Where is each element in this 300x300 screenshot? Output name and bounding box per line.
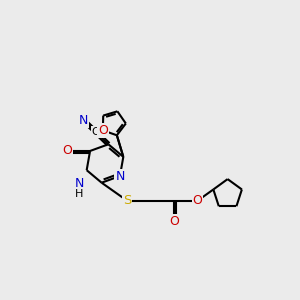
Text: N: N bbox=[115, 169, 124, 182]
Text: N: N bbox=[74, 177, 84, 190]
Text: H: H bbox=[75, 190, 83, 200]
Text: C: C bbox=[92, 127, 99, 137]
Text: S: S bbox=[123, 194, 131, 207]
Text: N: N bbox=[79, 114, 88, 127]
Text: O: O bbox=[169, 214, 179, 228]
Text: O: O bbox=[98, 124, 108, 137]
Text: O: O bbox=[63, 145, 73, 158]
Text: O: O bbox=[193, 194, 202, 207]
